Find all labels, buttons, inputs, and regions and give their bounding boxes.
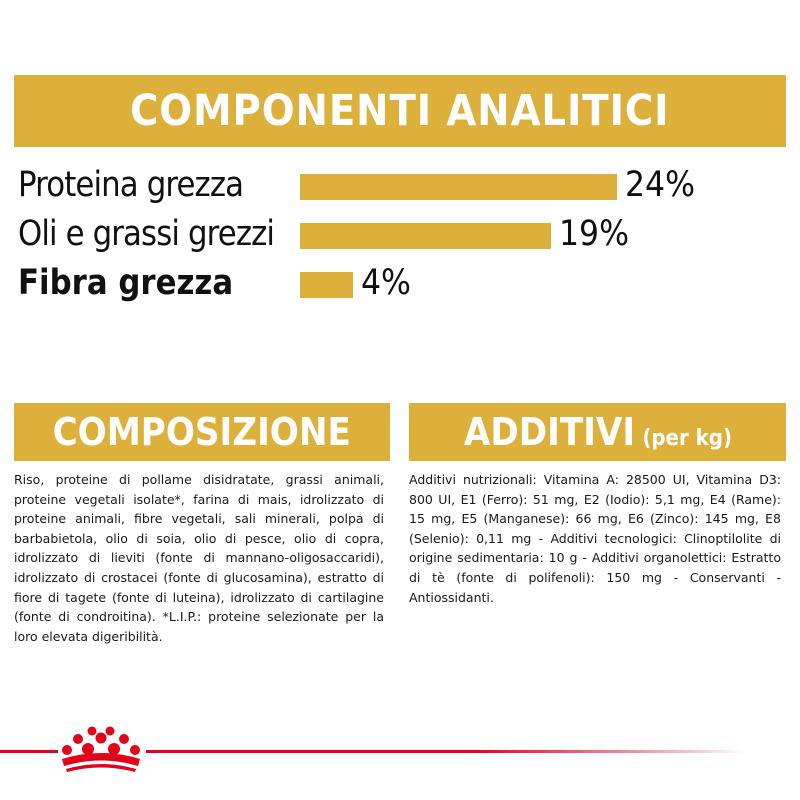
footer-divider: [0, 745, 800, 757]
analytic-label-fibre: Fibra grezza: [18, 263, 234, 303]
analytic-components-banner: COMPONENTI ANALITICI: [14, 75, 786, 147]
analytic-value-protein: 24%: [624, 165, 695, 205]
additives-title: ADDITIVI: [463, 410, 635, 454]
analytic-value-fat: 19%: [558, 214, 629, 254]
analytic-components-title: COMPONENTI ANALITICI: [130, 85, 670, 136]
analytic-label-protein: Proteina grezza: [18, 165, 244, 205]
analytic-label-fat: Oli e grassi grezzi: [18, 214, 275, 254]
royal-canin-crown-icon: [62, 726, 140, 772]
analytic-bar-fibre: [300, 272, 353, 298]
analytic-bar-fat: [300, 223, 551, 249]
composition-title: COMPOSIZIONE: [52, 410, 352, 454]
additives-unit: (per kg): [641, 426, 732, 451]
analytic-row-protein: Proteina grezza 24%: [0, 161, 800, 209]
composition-header: COMPOSIZIONE: [14, 403, 390, 461]
analytic-row-fibre: Fibra grezza 4%: [0, 259, 800, 307]
analytic-row-fat: Oli e grassi grezzi 19%: [0, 210, 800, 258]
analytic-value-fibre: 4%: [360, 263, 411, 303]
composition-text: Riso, proteine di pollame disidratate, g…: [14, 472, 384, 644]
analytic-bar-protein: [300, 174, 617, 200]
additives-title-group: ADDITIVI (per kg): [463, 413, 731, 451]
additives-header: ADDITIVI (per kg): [409, 403, 786, 461]
additives-text: Additivi nutrizionali: Vitamina A: 28500…: [409, 472, 781, 605]
footer-divider-right: [146, 750, 746, 753]
footer-divider-left: [0, 750, 58, 753]
